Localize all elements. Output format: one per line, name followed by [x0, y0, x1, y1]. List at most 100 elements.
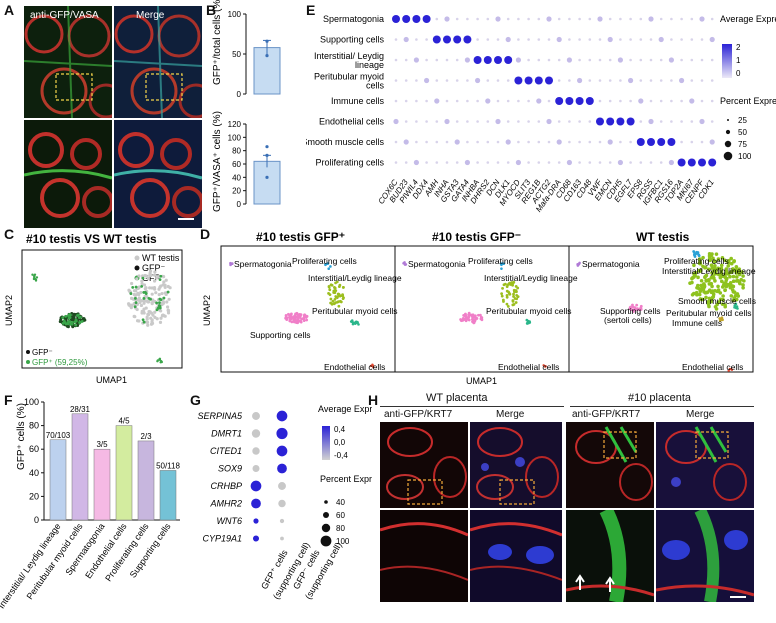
panel-d-cell [742, 279, 746, 283]
panel-d-cell [334, 295, 338, 299]
panel-d-cell [719, 263, 724, 268]
panel-e-dot [680, 58, 683, 62]
panel-e-dot [598, 58, 602, 62]
panel-e-dot [566, 159, 572, 166]
panel-g-legend-dot-label: 40 [336, 498, 345, 507]
panel-c-wt-cell [146, 323, 150, 327]
panel-d-cell [741, 283, 745, 287]
panel-c-wt-cell [140, 282, 144, 286]
panel-e-dot [670, 38, 673, 41]
panel-e-dot [434, 98, 440, 104]
panel-c-gfp-pos-cell [134, 301, 138, 305]
panel-e-dot [557, 161, 561, 164]
panel-h-wt-krt7-top [380, 422, 468, 508]
panel-d-cell [333, 297, 337, 301]
panel-d-cell [701, 287, 706, 292]
panel-e-dot [486, 161, 490, 164]
panel-e-dot [455, 17, 459, 21]
b-bottom-bar [253, 160, 281, 205]
panel-f-ytick-label: 20 [29, 491, 39, 501]
panel-e-dotplot: Average Expression Percent Expressed Spe… [306, 14, 776, 214]
panel-e-dot [596, 117, 604, 126]
panel-d-cluster-label: Peritubular myoid cells [312, 306, 398, 316]
panel-c-wt-cell [140, 274, 145, 278]
panel-e-legend-dot-label: 75 [738, 140, 747, 149]
panel-d-cell [500, 267, 503, 270]
panel-g-gene-label: SOX9 [218, 464, 242, 474]
panel-e-dot [485, 98, 491, 104]
panel-d-cell [701, 255, 705, 260]
panel-c-gfp-pos-cell [142, 297, 146, 300]
panel-e-dot [392, 15, 400, 23]
panel-e-dot [598, 79, 602, 82]
panel-g-gene-label: SERPINA5 [197, 411, 243, 421]
panel-e-dot [455, 161, 459, 164]
panel-d-cell [726, 272, 731, 276]
panel-d-cell [505, 302, 509, 306]
panel-e-dot [404, 120, 408, 123]
panel-e-dot [658, 36, 664, 43]
panel-e-dot [445, 58, 449, 62]
panel-e-dot [617, 159, 623, 166]
panel-e-dot [506, 17, 510, 21]
panel-e-dot [639, 161, 643, 164]
panel-c-gfp-pos-cell [149, 297, 152, 301]
panel-e-dot [649, 161, 653, 164]
panel-e-dot [649, 58, 653, 62]
panel-c-wt-cell [142, 310, 146, 314]
panel-a-merge-micrograph-bottom [114, 120, 202, 228]
panel-d-umaps: UMAP2 UMAP1 #10 testis GFP⁺ #10 testis G… [202, 230, 756, 386]
panel-c-wt-cell [139, 290, 143, 295]
panel-h-p10-merge-zoom [656, 510, 754, 602]
panel-b-bottom-ylabel: GFP⁺/VASA⁺ cells (%) [212, 111, 223, 212]
b-bottom-ytick-label: 60 [232, 160, 241, 169]
panel-e-dot [527, 99, 530, 103]
panel-e-dot [425, 38, 428, 41]
panel-d-cell [719, 279, 724, 284]
panel-g-gene-label: WNT6 [217, 516, 243, 526]
panel-d-cell [710, 266, 715, 270]
panel-d-cell [293, 314, 296, 318]
panel-d-cell [638, 307, 642, 311]
panel-d-cell [707, 258, 712, 263]
panel-f-ytick-label: 100 [24, 397, 39, 407]
panel-f-category-label: Supporting cells [128, 521, 173, 580]
panel-d-cell [709, 290, 714, 295]
panel-e-legend-dot [724, 140, 732, 148]
panel-e-legend-dot-label: 100 [738, 152, 752, 161]
panel-e-dot [649, 79, 653, 82]
panel-e-dot [536, 98, 542, 104]
panel-d-cell [472, 321, 476, 325]
panel-e-dot [547, 161, 551, 164]
panel-e-dot [547, 38, 551, 41]
panel-e-dot [425, 140, 428, 144]
panel-c-gfp-pos-cell [156, 360, 159, 363]
panel-d-cell [713, 304, 718, 309]
panel-c-gfp-pos-cell [155, 308, 159, 312]
panel-e-dot [578, 120, 581, 123]
panel-g-dot [252, 535, 260, 542]
panel-e-dot [608, 58, 612, 62]
panel-d-cell [728, 280, 733, 285]
panel-g-gene-label: CRHBP [210, 481, 242, 491]
panel-e-dot [527, 120, 530, 123]
panel-c-gfp-pos-cell [158, 306, 162, 310]
panel-d-cell [719, 266, 724, 271]
panel-e-dot [435, 140, 439, 144]
panel-e-dot [679, 77, 685, 84]
panel-c-gfp-pos-cell [74, 323, 78, 327]
panel-c-wt-cell [150, 286, 154, 290]
panel-c-gfp-pos-cell [70, 322, 74, 326]
panel-e-dot [476, 99, 479, 103]
panel-c-wt-cell [148, 286, 152, 290]
panel-c-legend-gfp-neg: GFP⁻ [142, 263, 166, 273]
panel-e-dot [537, 17, 541, 21]
panel-d-cell [284, 316, 288, 320]
panel-g-dot [252, 412, 260, 420]
panel-e-dot [699, 118, 705, 125]
panel-d-cell [333, 286, 336, 289]
panel-d-title-2: #10 testis GFP⁻ [432, 230, 521, 244]
panel-d-cluster-label: Interstitial/Leydig lineage [662, 266, 756, 276]
panel-d-cell [461, 318, 465, 322]
panel-c-gfp-pos-cell [159, 274, 163, 278]
